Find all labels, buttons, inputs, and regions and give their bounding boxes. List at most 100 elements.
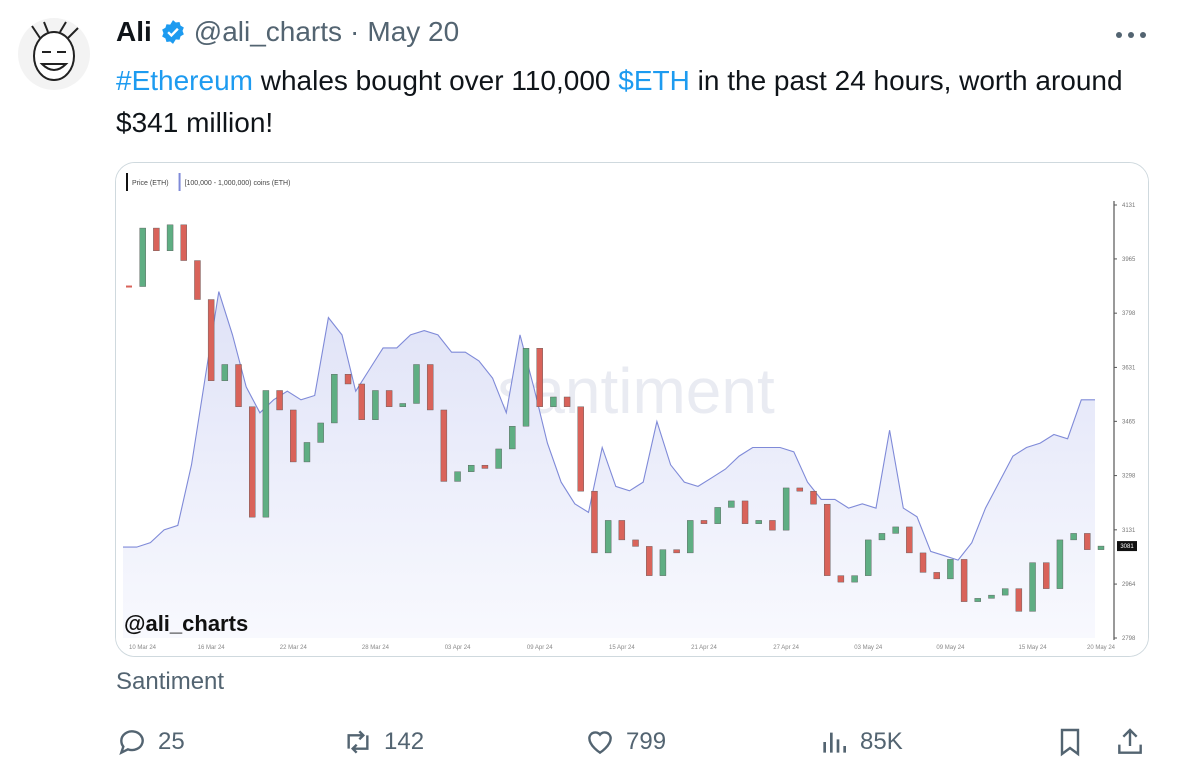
candle bbox=[372, 390, 379, 420]
candle bbox=[577, 406, 584, 492]
candle bbox=[769, 520, 776, 531]
candle bbox=[933, 572, 940, 580]
candle bbox=[153, 227, 160, 252]
candle bbox=[317, 422, 324, 443]
author-name[interactable]: Ali bbox=[116, 16, 152, 47]
x-tick-label: 27 Apr 24 bbox=[773, 645, 799, 651]
candle bbox=[947, 559, 954, 580]
candle bbox=[1070, 533, 1077, 541]
like-button[interactable]: 799 bbox=[584, 726, 666, 758]
x-tick-label: 03 Apr 24 bbox=[445, 645, 471, 651]
candle bbox=[796, 487, 804, 492]
text: whales bought over 110,000 bbox=[252, 65, 619, 96]
x-tick-label: 10 Mar 24 bbox=[129, 645, 157, 651]
repost-icon bbox=[347, 730, 369, 754]
separator: · bbox=[350, 16, 360, 47]
y-tick-label: 3631 bbox=[1122, 365, 1136, 371]
repost-button[interactable]: 142 bbox=[342, 726, 424, 758]
area bbox=[123, 291, 1095, 638]
y-tick-label: 3131 bbox=[1122, 528, 1136, 534]
x-tick-label: 03 May 24 bbox=[854, 645, 883, 651]
y-tick-label: 3298 bbox=[1122, 474, 1136, 480]
repost-count: 142 bbox=[384, 728, 425, 755]
candle bbox=[892, 526, 899, 534]
candle bbox=[632, 539, 639, 547]
candle bbox=[837, 575, 845, 583]
candle bbox=[331, 374, 338, 424]
candle bbox=[1015, 588, 1023, 612]
candle bbox=[1084, 533, 1091, 550]
watermark: santiment bbox=[497, 355, 775, 427]
candle bbox=[741, 500, 749, 524]
hashtag[interactable]: #Ethereum bbox=[116, 65, 253, 96]
candle bbox=[194, 260, 201, 300]
candle bbox=[865, 539, 872, 576]
candle bbox=[358, 383, 365, 420]
media-source[interactable]: Santiment bbox=[116, 668, 225, 695]
y-tick-label: 3798 bbox=[1122, 311, 1136, 317]
post-header: Ali @ali_charts · May 20 bbox=[116, 16, 459, 48]
candle bbox=[426, 364, 434, 411]
candle bbox=[974, 598, 981, 602]
views-button[interactable]: 85K bbox=[818, 726, 903, 758]
candle bbox=[728, 500, 735, 508]
views-icon bbox=[823, 732, 846, 753]
candle bbox=[536, 348, 543, 407]
y-tick-label: 3965 bbox=[1122, 257, 1136, 263]
avatar[interactable] bbox=[18, 18, 90, 90]
reply-button[interactable]: 25 bbox=[116, 726, 185, 758]
x-tick-label: 16 Mar 24 bbox=[198, 645, 226, 651]
candle bbox=[1097, 545, 1105, 550]
candle bbox=[139, 227, 146, 287]
candle bbox=[249, 406, 256, 518]
candle bbox=[646, 546, 653, 576]
candle bbox=[700, 520, 708, 524]
reply-icon bbox=[119, 730, 144, 756]
candle bbox=[823, 503, 831, 576]
reply-count: 25 bbox=[158, 728, 185, 755]
candle bbox=[687, 520, 694, 554]
bookmark-button[interactable] bbox=[1054, 726, 1086, 758]
candle bbox=[659, 549, 667, 576]
candle bbox=[276, 390, 283, 411]
y-tick-label: 3465 bbox=[1122, 419, 1136, 425]
x-tick-label: 22 Mar 24 bbox=[280, 645, 308, 651]
verified-badge bbox=[161, 20, 184, 44]
post-text: #Ethereum whales bought over 110,000 $ET… bbox=[116, 60, 1156, 144]
candle bbox=[399, 403, 407, 407]
y-tick-label: 2964 bbox=[1122, 582, 1136, 588]
more-menu[interactable] bbox=[1114, 30, 1148, 40]
candle bbox=[262, 390, 270, 518]
candle bbox=[207, 299, 215, 381]
candle bbox=[878, 533, 886, 541]
candle bbox=[810, 490, 817, 505]
author-handle[interactable]: @ali_charts bbox=[193, 16, 343, 47]
cashtag[interactable]: $ETH bbox=[618, 65, 690, 96]
candle bbox=[509, 426, 516, 450]
x-tick-label: 28 Mar 24 bbox=[362, 645, 390, 651]
legend-label: [100,000 - 1,000,000) coins (ETH) bbox=[185, 180, 291, 187]
share-button[interactable] bbox=[1114, 726, 1146, 758]
media-card[interactable]: santiment 4131 3965 3798 3631 3465 3298 3131 29… bbox=[115, 162, 1149, 657]
x-tick-label: 09 May 24 bbox=[936, 645, 965, 651]
views-count: 85K bbox=[860, 728, 903, 755]
candle bbox=[714, 507, 721, 524]
candle bbox=[960, 559, 968, 602]
candle bbox=[221, 364, 229, 381]
candle bbox=[413, 364, 420, 404]
x-tick-label: 09 Apr 24 bbox=[527, 645, 553, 651]
legend-swatch bbox=[178, 173, 181, 191]
candle bbox=[563, 396, 571, 407]
candle bbox=[290, 409, 297, 463]
post-date[interactable]: May 20 bbox=[367, 16, 460, 47]
avatar-image bbox=[31, 21, 79, 81]
x-tick-label: 21 Apr 24 bbox=[691, 645, 717, 651]
legend-swatch bbox=[126, 173, 128, 191]
x-tick-label: 15 Apr 24 bbox=[609, 645, 635, 651]
candle bbox=[126, 285, 132, 288]
candle bbox=[755, 520, 762, 524]
candle bbox=[385, 390, 393, 407]
candle bbox=[235, 364, 242, 407]
candle bbox=[481, 464, 489, 469]
candle bbox=[673, 549, 680, 554]
